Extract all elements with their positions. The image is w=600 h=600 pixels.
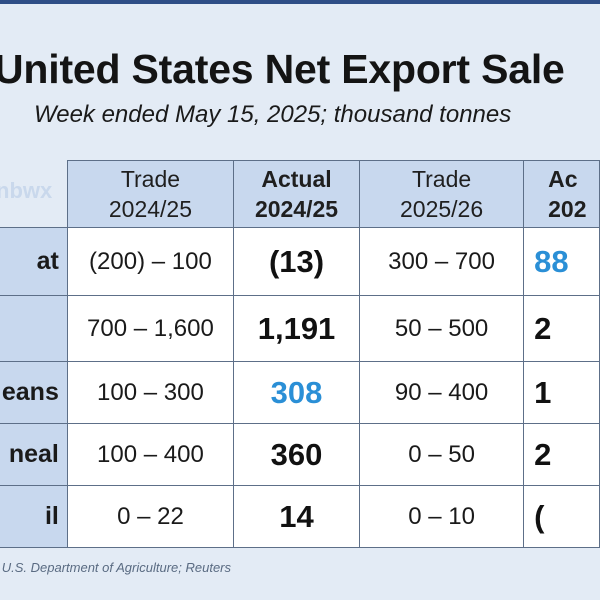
table-header-row: Trade 2024/25 Actual 2024/25 Trade 2025/… (0, 160, 600, 228)
actual-value-2025-26: 88 (523, 227, 600, 296)
column-header-line1: Trade (411, 166, 472, 192)
row-label: neal (0, 423, 68, 486)
column-header: Actual 2024/25 (233, 160, 360, 228)
export-sales-table: Trade 2024/25 Actual 2024/25 Trade 2025/… (0, 160, 600, 548)
column-header-line2: 202 (548, 196, 587, 222)
chart-subtitle: Week ended May 15, 2025; thousand tonnes (34, 101, 512, 128)
trade-range-2025-26: 300 – 700 (358, 227, 525, 296)
table-row: il 0 – 22 14 0 – 10( (0, 485, 600, 548)
actual-value-2024-25: 1,191 (233, 295, 360, 362)
row-label: eans (0, 361, 68, 424)
column-header-line1: Trade (120, 166, 181, 192)
column-header: Trade 2025/26 (358, 160, 525, 228)
actual-value-2024-25: 360 (233, 423, 360, 486)
source-note: s: U.S. Department of Agriculture; Reute… (0, 560, 232, 575)
trade-range-2024-25: 100 – 400 (66, 423, 235, 486)
trade-range-2024-25: 100 – 300 (66, 361, 235, 424)
column-header-line2: 2025/26 (400, 196, 484, 222)
actual-value-2024-25: (13) (233, 227, 360, 296)
actual-value-2025-26: 2 (523, 295, 600, 362)
column-header-line2: 2024/25 (254, 196, 339, 222)
actual-value-2024-25: 14 (233, 485, 360, 548)
table-row: 700 – 1,600 1,191 50 – 500 2 (0, 295, 600, 362)
row-label: at (0, 227, 68, 296)
row-label: il (0, 485, 68, 548)
trade-range-2024-25: 700 – 1,600 (66, 295, 235, 362)
trade-range-2025-26: 0 – 50 (358, 423, 525, 486)
column-header-line1: Ac (548, 166, 578, 192)
row-label (0, 295, 68, 362)
actual-value-2025-26: 1 (523, 361, 600, 424)
column-header-line1: Actual (261, 166, 332, 192)
table-row: eans 100 – 300 308 90 – 400 1 (0, 361, 600, 424)
trade-range-2024-25: (200) – 100 (66, 227, 235, 296)
column-header: Trade 2024/25 (66, 160, 235, 228)
trade-range-2025-26: 0 – 10 (358, 485, 525, 548)
trade-range-2024-25: 0 – 22 (66, 485, 235, 548)
trade-range-2025-26: 90 – 400 (358, 361, 525, 424)
header-corner (0, 160, 68, 228)
table-row: at (200) – 100 (13) 300 – 700 88 (0, 227, 600, 296)
actual-value-2024-25: 308 (233, 361, 360, 424)
chart-title: United States Net Export Sale (0, 46, 565, 92)
actual-value-2025-26: 2 (523, 423, 600, 486)
table-row: neal 100 – 400 360 0 – 50 2 (0, 423, 600, 486)
trade-range-2025-26: 50 – 500 (358, 295, 525, 362)
column-header-line2: 2024/25 (108, 196, 192, 222)
actual-value-2025-26: ( (523, 485, 600, 548)
column-header: Ac 202 (523, 160, 600, 228)
